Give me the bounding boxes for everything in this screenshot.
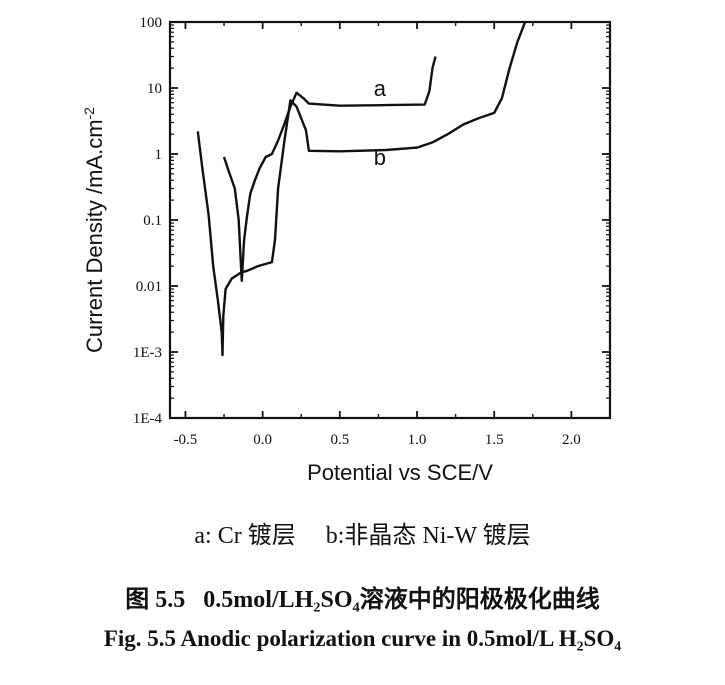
series-line-a bbox=[222, 56, 437, 282]
x-axis-label: Potential vs SCE/V bbox=[307, 460, 493, 485]
figure-caption-chinese: 图 5.5 0.5mol/LH₂SO₄溶液中的阳极极化曲线 bbox=[125, 587, 600, 613]
series-group bbox=[196, 21, 527, 357]
x-tick-label: 0.5 bbox=[330, 432, 349, 448]
x-tick-label: 1.5 bbox=[485, 432, 504, 448]
y-tick-label: 1E-4 bbox=[133, 411, 163, 427]
y-tick-label: 0.1 bbox=[143, 213, 162, 229]
polarization-chart: -0.5 0.0 0.5 1.0 1.5 2.0 1E-4 1E-3 0.01 0.1 1 10 100… bbox=[81, 15, 612, 485]
figure-captions: a: Cr 镀层 b:非晶态 Ni-W 镀层 图 5.5 0.5mol/LH₂S… bbox=[0, 520, 725, 654]
series-label-b: b bbox=[374, 145, 386, 170]
y-tick-label: 10 bbox=[147, 81, 162, 97]
x-tick-label: 0.0 bbox=[253, 432, 272, 448]
tick-labels: -0.5 0.0 0.5 1.0 1.5 2.0 1E-4 1E-3 0.01 0.1 1 10 100 bbox=[133, 15, 581, 448]
x-tick-label: -0.5 bbox=[174, 432, 198, 448]
legend-caption: a: Cr 镀层 b:非晶态 Ni-W 镀层 bbox=[194, 523, 531, 549]
y-tick-label: 1E-3 bbox=[133, 345, 162, 361]
axis-ticks bbox=[170, 21, 610, 419]
plot-frame bbox=[168, 20, 612, 420]
y-axis-label-text: Current Density /mA.cm bbox=[82, 119, 107, 353]
figure-caption-english: Fig. 5.5 Anodic polarization curve in 0.… bbox=[103, 626, 622, 651]
plot-border bbox=[168, 20, 612, 420]
series-labels: ab bbox=[374, 76, 387, 170]
y-tick-label: 0.01 bbox=[136, 279, 162, 295]
y-axis-label-sup: -2 bbox=[81, 107, 97, 120]
y-tick-label: 1 bbox=[155, 147, 163, 163]
y-axis-label: Current Density /mA.cm-2 bbox=[81, 107, 107, 353]
x-tick-label: 2.0 bbox=[562, 432, 581, 448]
series-line-b bbox=[196, 21, 527, 357]
series-label-a: a bbox=[374, 76, 387, 101]
y-tick-label: 100 bbox=[140, 15, 163, 31]
x-tick-label: 1.0 bbox=[408, 432, 427, 448]
